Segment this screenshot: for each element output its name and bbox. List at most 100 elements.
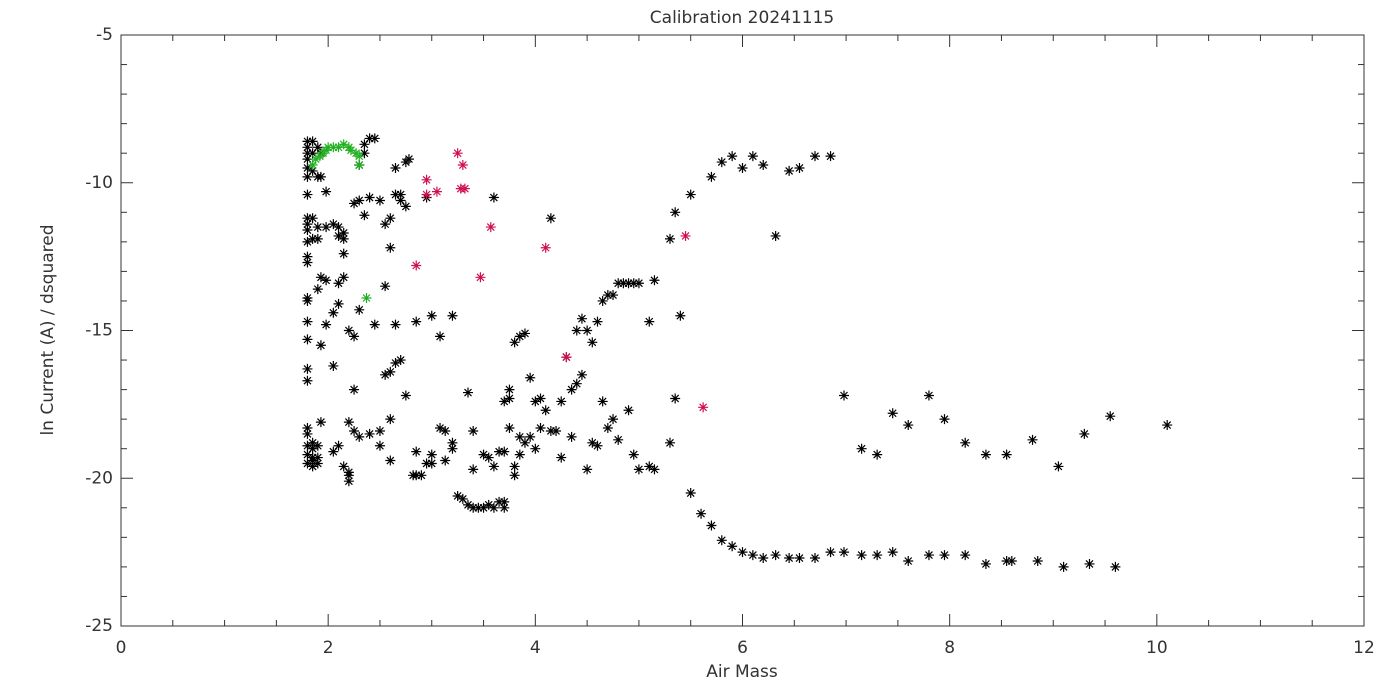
point (333, 440, 344, 451)
chart-title: Calibration 20241115 (650, 8, 834, 28)
point (321, 222, 332, 233)
point (343, 142, 354, 153)
point (1027, 434, 1038, 445)
point (364, 133, 375, 144)
point (716, 157, 727, 168)
point (333, 278, 344, 289)
point (696, 508, 707, 519)
point (872, 449, 883, 460)
point (395, 195, 406, 206)
point (302, 458, 313, 469)
point (478, 449, 489, 460)
point (623, 278, 634, 289)
point (727, 541, 738, 552)
point (328, 142, 339, 153)
point (354, 304, 365, 315)
point (302, 428, 313, 439)
point (644, 461, 655, 472)
point (488, 502, 499, 513)
point (302, 189, 313, 200)
point (633, 278, 644, 289)
point (426, 458, 437, 469)
point (535, 423, 546, 434)
point (338, 233, 349, 244)
point (582, 325, 593, 336)
point (312, 452, 323, 463)
point (980, 449, 991, 460)
point (592, 440, 603, 451)
point (980, 558, 991, 569)
point (623, 405, 634, 416)
point (571, 378, 582, 389)
point (530, 443, 541, 454)
point (302, 449, 313, 460)
point (825, 547, 836, 558)
point (494, 496, 505, 507)
x-axis-label: Air Mass (706, 662, 778, 682)
point (540, 405, 551, 416)
point (302, 423, 313, 434)
point (784, 553, 795, 564)
point (302, 440, 313, 451)
point (385, 366, 396, 377)
point (468, 425, 479, 436)
point (338, 272, 349, 283)
point (302, 171, 313, 182)
point (354, 431, 365, 442)
point (727, 151, 738, 162)
plot-frame (120, 34, 1365, 627)
point (354, 160, 365, 171)
point (338, 139, 349, 150)
point (380, 369, 391, 380)
point (576, 313, 587, 324)
point (312, 233, 323, 244)
point (1084, 558, 1095, 569)
x-tick-label: 6 (737, 638, 748, 658)
point (582, 464, 593, 475)
point (535, 393, 546, 404)
point (839, 390, 850, 401)
point (328, 446, 339, 457)
point (302, 148, 313, 159)
point (758, 160, 769, 171)
point (302, 236, 313, 247)
point (556, 452, 567, 463)
x-tick-label: 2 (323, 638, 334, 658)
point (561, 352, 572, 363)
point (856, 550, 867, 561)
point (421, 189, 432, 200)
point (566, 384, 577, 395)
point (716, 535, 727, 546)
point (608, 414, 619, 425)
point (576, 369, 587, 380)
x-tick-label: 4 (530, 638, 541, 658)
point (359, 210, 370, 221)
point (602, 423, 613, 434)
point (321, 319, 332, 330)
point (315, 417, 326, 428)
point (1006, 555, 1017, 566)
point (468, 464, 479, 475)
point (1001, 555, 1012, 566)
point (618, 278, 629, 289)
point (364, 428, 375, 439)
point (447, 443, 458, 454)
point (685, 488, 696, 499)
point (315, 171, 326, 182)
point (374, 440, 385, 451)
point (400, 201, 411, 212)
point (514, 449, 525, 460)
point (644, 316, 655, 327)
point (784, 165, 795, 176)
point (504, 423, 515, 434)
point (649, 464, 660, 475)
point (494, 446, 505, 457)
point (338, 248, 349, 259)
point (390, 189, 401, 200)
point (810, 151, 821, 162)
point (345, 145, 356, 156)
point (307, 437, 318, 448)
point (390, 162, 401, 173)
point (440, 425, 451, 436)
point (488, 461, 499, 472)
